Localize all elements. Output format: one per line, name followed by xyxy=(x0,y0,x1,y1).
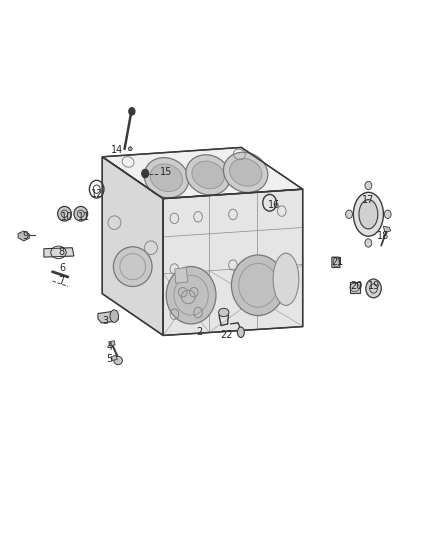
Text: 14: 14 xyxy=(111,145,123,155)
Polygon shape xyxy=(111,356,117,360)
Ellipse shape xyxy=(365,181,372,190)
Ellipse shape xyxy=(58,206,71,221)
Text: 21: 21 xyxy=(331,257,343,268)
Ellipse shape xyxy=(74,206,88,221)
Ellipse shape xyxy=(366,279,381,298)
Polygon shape xyxy=(18,231,29,241)
Ellipse shape xyxy=(129,108,135,115)
Ellipse shape xyxy=(237,327,244,337)
Text: 20: 20 xyxy=(350,281,363,292)
Ellipse shape xyxy=(230,158,262,186)
Ellipse shape xyxy=(384,210,391,219)
Ellipse shape xyxy=(353,192,383,236)
Ellipse shape xyxy=(223,152,268,192)
Text: 15: 15 xyxy=(160,167,173,177)
Polygon shape xyxy=(175,268,187,283)
Text: 9: 9 xyxy=(22,231,28,241)
Ellipse shape xyxy=(110,310,119,322)
Text: 7: 7 xyxy=(58,276,64,286)
Text: 11: 11 xyxy=(78,212,90,222)
Ellipse shape xyxy=(273,253,299,305)
Text: 2: 2 xyxy=(197,327,203,337)
Text: 5: 5 xyxy=(106,354,113,365)
Polygon shape xyxy=(332,257,340,268)
Polygon shape xyxy=(44,248,74,257)
Text: 19: 19 xyxy=(368,281,381,292)
Ellipse shape xyxy=(166,266,216,324)
Polygon shape xyxy=(102,157,163,335)
Polygon shape xyxy=(109,341,115,346)
Ellipse shape xyxy=(186,155,230,195)
Ellipse shape xyxy=(142,169,148,177)
Text: 17: 17 xyxy=(362,195,374,205)
Polygon shape xyxy=(102,148,303,199)
Text: 8: 8 xyxy=(58,247,64,257)
Polygon shape xyxy=(350,282,360,293)
Ellipse shape xyxy=(192,161,224,189)
Text: 10: 10 xyxy=(60,212,73,222)
Ellipse shape xyxy=(150,164,183,191)
Ellipse shape xyxy=(113,247,152,287)
Ellipse shape xyxy=(219,308,229,317)
Text: 22: 22 xyxy=(220,330,233,341)
Ellipse shape xyxy=(365,239,372,247)
Text: 16: 16 xyxy=(268,200,280,210)
Ellipse shape xyxy=(231,255,285,316)
Text: 12: 12 xyxy=(91,189,103,199)
Text: 6: 6 xyxy=(59,263,65,272)
Ellipse shape xyxy=(359,200,378,229)
Ellipse shape xyxy=(346,210,353,219)
Polygon shape xyxy=(163,189,303,335)
Text: 3: 3 xyxy=(102,317,108,326)
Polygon shape xyxy=(98,311,119,323)
Ellipse shape xyxy=(114,357,123,365)
Text: 4: 4 xyxy=(106,343,113,352)
Polygon shape xyxy=(383,227,391,232)
Text: 18: 18 xyxy=(377,231,389,241)
Polygon shape xyxy=(128,147,132,150)
Ellipse shape xyxy=(144,158,188,198)
